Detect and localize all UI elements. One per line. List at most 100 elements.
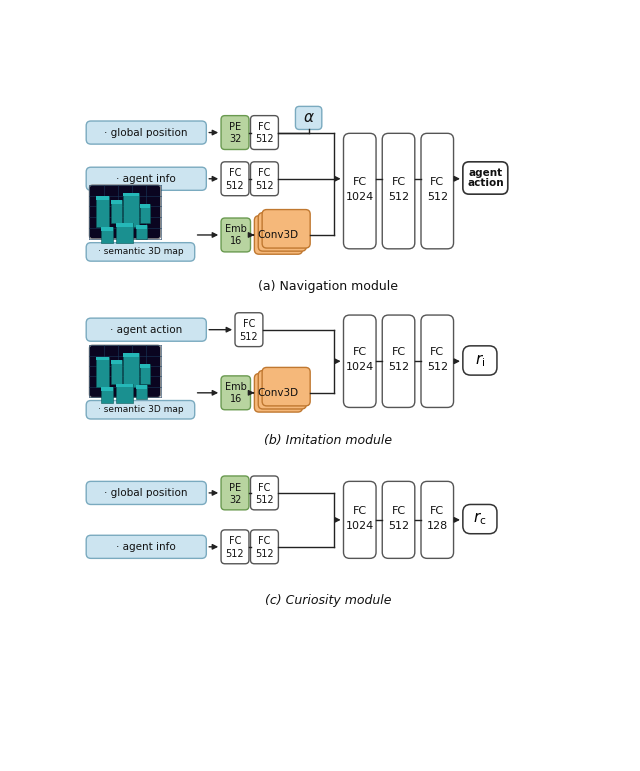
Text: action: action xyxy=(467,178,504,188)
Text: · global position: · global position xyxy=(104,127,188,137)
FancyBboxPatch shape xyxy=(259,371,307,409)
Text: $r_{\rm c}$: $r_{\rm c}$ xyxy=(473,510,486,527)
FancyBboxPatch shape xyxy=(221,116,249,150)
FancyBboxPatch shape xyxy=(221,376,250,409)
FancyBboxPatch shape xyxy=(86,243,195,261)
FancyBboxPatch shape xyxy=(344,481,376,558)
Text: FC: FC xyxy=(430,177,444,187)
Text: FC: FC xyxy=(229,537,241,547)
Text: 16: 16 xyxy=(230,236,242,246)
FancyBboxPatch shape xyxy=(86,535,206,558)
FancyBboxPatch shape xyxy=(250,530,278,564)
Bar xyxy=(95,357,109,388)
Bar xyxy=(140,365,150,384)
Text: 512: 512 xyxy=(226,180,244,190)
Bar xyxy=(116,384,134,388)
Text: · semantic 3D map: · semantic 3D map xyxy=(98,406,183,414)
Text: $r_{\rm i}$: $r_{\rm i}$ xyxy=(475,352,485,369)
FancyBboxPatch shape xyxy=(254,374,303,412)
FancyBboxPatch shape xyxy=(86,121,206,144)
FancyBboxPatch shape xyxy=(421,315,454,407)
FancyBboxPatch shape xyxy=(90,345,161,397)
Text: FC: FC xyxy=(392,506,406,516)
Text: PE: PE xyxy=(229,483,241,493)
Text: (b) Imitation module: (b) Imitation module xyxy=(264,434,392,447)
Bar xyxy=(124,353,139,388)
FancyBboxPatch shape xyxy=(221,218,250,252)
Text: FC: FC xyxy=(353,177,367,187)
Text: PE: PE xyxy=(229,122,241,132)
Text: FC: FC xyxy=(259,122,271,132)
Text: 512: 512 xyxy=(388,521,409,531)
FancyBboxPatch shape xyxy=(86,318,206,342)
FancyBboxPatch shape xyxy=(90,185,161,239)
Text: 128: 128 xyxy=(427,521,448,531)
FancyBboxPatch shape xyxy=(421,481,454,558)
Bar xyxy=(140,204,150,208)
Bar xyxy=(101,388,113,402)
Text: Emb: Emb xyxy=(225,382,246,392)
FancyBboxPatch shape xyxy=(463,504,497,534)
Text: 1024: 1024 xyxy=(346,521,374,531)
Bar xyxy=(111,200,122,204)
FancyBboxPatch shape xyxy=(250,162,278,196)
Text: 512: 512 xyxy=(427,362,448,372)
Text: FC: FC xyxy=(353,347,367,357)
Text: 512: 512 xyxy=(388,192,409,202)
Text: 512: 512 xyxy=(239,332,259,342)
FancyBboxPatch shape xyxy=(86,400,195,419)
Bar xyxy=(124,353,139,357)
FancyBboxPatch shape xyxy=(221,530,249,564)
Bar xyxy=(101,227,113,231)
FancyBboxPatch shape xyxy=(262,368,310,406)
Text: $\mathit{\alpha}$: $\mathit{\alpha}$ xyxy=(303,110,314,126)
Bar xyxy=(116,224,134,243)
FancyBboxPatch shape xyxy=(254,216,303,254)
Text: · agent action: · agent action xyxy=(109,325,182,335)
FancyBboxPatch shape xyxy=(463,162,508,194)
FancyBboxPatch shape xyxy=(344,133,376,249)
FancyBboxPatch shape xyxy=(250,476,278,510)
Text: · semantic 3D map: · semantic 3D map xyxy=(98,247,183,257)
Bar xyxy=(136,386,147,399)
Text: FC: FC xyxy=(353,506,367,516)
Text: FC: FC xyxy=(392,177,406,187)
Bar xyxy=(111,200,122,224)
FancyBboxPatch shape xyxy=(421,133,454,249)
FancyBboxPatch shape xyxy=(221,162,249,196)
Text: 512: 512 xyxy=(427,192,448,202)
Bar xyxy=(116,224,134,227)
Text: 512: 512 xyxy=(255,134,274,144)
FancyBboxPatch shape xyxy=(259,213,307,251)
Text: (a) Navigation module: (a) Navigation module xyxy=(258,280,398,293)
FancyBboxPatch shape xyxy=(86,167,206,190)
FancyBboxPatch shape xyxy=(344,315,376,407)
Bar xyxy=(101,388,113,391)
Text: (c) Curiosity module: (c) Curiosity module xyxy=(265,594,391,608)
FancyBboxPatch shape xyxy=(262,210,310,248)
Text: 512: 512 xyxy=(255,180,274,190)
Text: FC: FC xyxy=(259,168,271,178)
FancyBboxPatch shape xyxy=(235,313,263,347)
FancyBboxPatch shape xyxy=(221,476,249,510)
Text: 32: 32 xyxy=(229,495,241,505)
Text: 512: 512 xyxy=(255,495,274,505)
Text: FC: FC xyxy=(392,347,406,357)
Bar xyxy=(101,227,113,243)
Text: · agent info: · agent info xyxy=(116,542,176,552)
Text: 32: 32 xyxy=(229,134,241,144)
Bar xyxy=(136,225,147,239)
Text: 1024: 1024 xyxy=(346,192,374,202)
Text: · global position: · global position xyxy=(104,488,188,498)
FancyBboxPatch shape xyxy=(250,116,278,150)
Bar xyxy=(124,193,139,227)
Text: · agent info: · agent info xyxy=(116,173,176,183)
Text: 16: 16 xyxy=(230,394,242,404)
Text: 512: 512 xyxy=(226,549,244,559)
Bar xyxy=(95,197,109,227)
FancyBboxPatch shape xyxy=(382,133,415,249)
Text: 1024: 1024 xyxy=(346,362,374,372)
FancyBboxPatch shape xyxy=(382,481,415,558)
Bar xyxy=(95,357,109,361)
Text: FC: FC xyxy=(243,319,255,329)
